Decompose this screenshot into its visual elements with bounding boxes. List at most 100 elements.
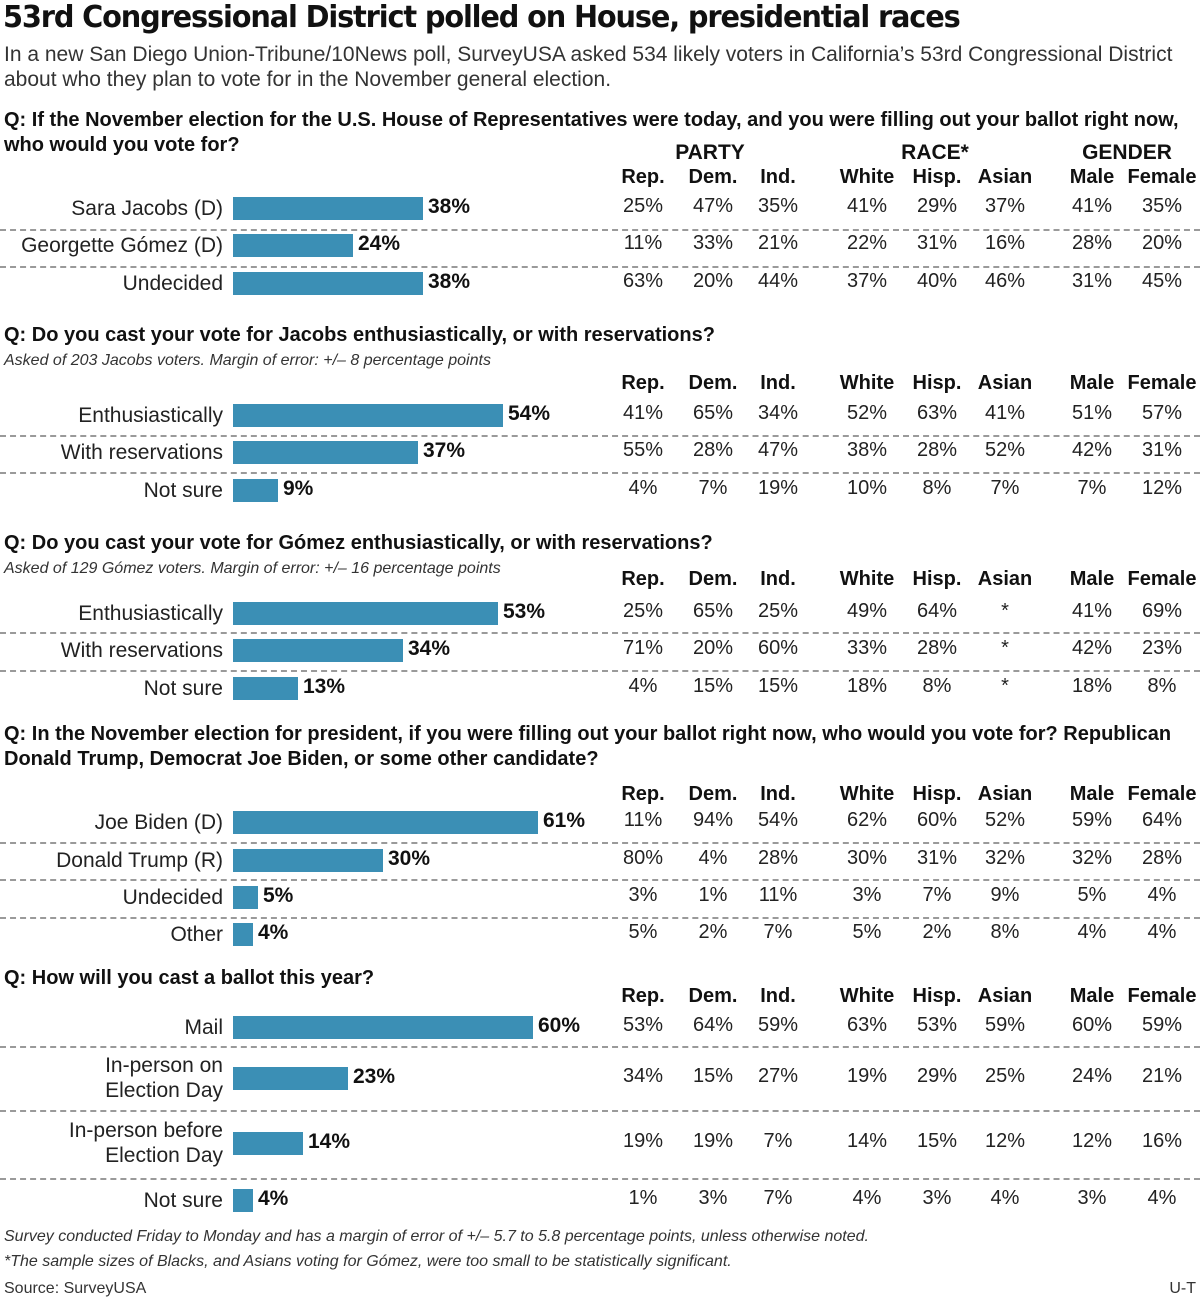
column-header: Ind. xyxy=(760,783,796,805)
breakdown-cell: 21% xyxy=(757,232,799,254)
column-header: White xyxy=(839,372,895,394)
breakdown-cell: 4% xyxy=(698,847,728,869)
column-header: Rep. xyxy=(621,372,665,394)
breakdown-cell: 12% xyxy=(1141,477,1183,499)
row-separator xyxy=(0,1178,1200,1180)
row-label-line: In-person before xyxy=(68,1119,223,1142)
row-label: Donald Trump (R) xyxy=(56,848,223,873)
publisher-credit: U-T xyxy=(1169,1280,1196,1297)
column-header: Dem. xyxy=(688,372,738,394)
row-label-line: Enthusiastically xyxy=(78,403,223,427)
column-header: White xyxy=(839,985,895,1007)
breakdown-cell: 40% xyxy=(916,270,958,292)
bar xyxy=(233,886,258,909)
breakdown-cell: 18% xyxy=(1071,675,1113,697)
column-header: Male xyxy=(1069,568,1115,590)
column-header: Ind. xyxy=(760,372,796,394)
column-header: White xyxy=(839,783,895,805)
row-label: Enthusiastically xyxy=(78,403,223,428)
breakdown-cell: 4% xyxy=(628,477,658,499)
row-label: In-person on Election Day xyxy=(105,1053,223,1103)
column-header: Male xyxy=(1069,985,1115,1007)
breakdown-cell: 32% xyxy=(984,847,1026,869)
breakdown-cell: 28% xyxy=(757,847,799,869)
breakdown-cell: 29% xyxy=(916,1065,958,1087)
question-4: Q: In the November election for presiden… xyxy=(4,723,1172,770)
breakdown-cell: 16% xyxy=(984,232,1026,254)
breakdown-cell: 4% xyxy=(1147,921,1177,943)
breakdown-cell: 64% xyxy=(692,1014,734,1036)
chart-subtitle: In a new San Diego Union-Tribune/10News … xyxy=(4,43,1173,91)
breakdown-cell: 28% xyxy=(1071,232,1113,254)
breakdown-cell: 60% xyxy=(916,809,958,831)
column-header: Asian xyxy=(977,166,1033,188)
breakdown-cell: 31% xyxy=(916,847,958,869)
bar xyxy=(233,272,423,295)
breakdown-cell: 19% xyxy=(622,1130,664,1152)
breakdown-cell: 63% xyxy=(916,402,958,424)
bar-value-label: 9% xyxy=(283,477,314,500)
breakdown-cell: 59% xyxy=(757,1014,799,1036)
breakdown-cell: 52% xyxy=(846,402,888,424)
breakdown-cell: 8% xyxy=(990,921,1020,943)
row-label-line: Joe Biden (D) xyxy=(94,810,223,834)
breakdown-cell: 29% xyxy=(916,195,958,217)
row-separator xyxy=(0,435,1200,437)
breakdown-cell: 65% xyxy=(692,600,734,622)
breakdown-cell: 25% xyxy=(984,1065,1026,1087)
row-label-line: Sara Jacobs (D) xyxy=(71,196,223,220)
breakdown-cell: 42% xyxy=(1071,637,1113,659)
breakdown-cell: 3% xyxy=(922,1187,952,1209)
bar-value-label: 38% xyxy=(428,270,471,293)
breakdown-cell: 14% xyxy=(846,1130,888,1152)
breakdown-cell: 54% xyxy=(757,809,799,831)
row-separator xyxy=(0,917,1200,919)
row-label-line: Not sure xyxy=(143,1188,223,1212)
column-header: Female xyxy=(1127,985,1197,1007)
question-5: Q: How will you cast a ballot this year? xyxy=(4,967,375,989)
bar xyxy=(233,677,298,700)
breakdown-cell: 63% xyxy=(622,270,664,292)
breakdown-cell: 31% xyxy=(1141,439,1183,461)
breakdown-cell: 20% xyxy=(692,637,734,659)
breakdown-cell: 35% xyxy=(757,195,799,217)
bar xyxy=(233,441,418,464)
breakdown-cell: 59% xyxy=(1071,809,1113,831)
row-label-line: Georgette Gómez (D) xyxy=(21,233,223,257)
breakdown-cell: * xyxy=(1001,637,1009,659)
row-label: Not sure xyxy=(144,676,223,701)
bar-value-label: 61% xyxy=(543,809,586,832)
column-header: Ind. xyxy=(760,166,796,188)
breakdown-cell: 8% xyxy=(922,477,952,499)
column-header: Rep. xyxy=(621,568,665,590)
row-separator xyxy=(0,670,1200,672)
breakdown-cell: 3% xyxy=(698,1187,728,1209)
breakdown-cell: 7% xyxy=(763,921,793,943)
breakdown-cell: 10% xyxy=(846,477,888,499)
bar-value-label: 13% xyxy=(303,675,346,698)
breakdown-cell: 11% xyxy=(623,232,663,254)
row-label-line: Election Day xyxy=(105,1079,223,1102)
breakdown-cell: 5% xyxy=(1077,884,1107,906)
row-label-line: In-person on xyxy=(105,1054,223,1077)
breakdown-cell: 35% xyxy=(1141,195,1183,217)
row-label: Enthusiastically xyxy=(78,601,223,626)
breakdown-cell: 94% xyxy=(692,809,734,831)
row-label: Other xyxy=(170,922,223,947)
row-label: With reservations xyxy=(61,440,223,465)
breakdown-cell: 64% xyxy=(916,600,958,622)
row-label: Undecided xyxy=(123,885,223,910)
bar-value-label: 54% xyxy=(508,402,551,425)
breakdown-cell: 47% xyxy=(692,195,734,217)
bar xyxy=(233,602,498,625)
column-header: Female xyxy=(1127,783,1197,805)
row-label-line: With reservations xyxy=(60,440,223,464)
column-header: Female xyxy=(1127,372,1197,394)
row-label-line: Not sure xyxy=(143,676,223,700)
breakdown-cell: 64% xyxy=(1141,809,1183,831)
breakdown-cell: 38% xyxy=(846,439,888,461)
breakdown-cell: 25% xyxy=(757,600,799,622)
column-header: Rep. xyxy=(621,783,665,805)
breakdown-cell: 27% xyxy=(757,1065,799,1087)
